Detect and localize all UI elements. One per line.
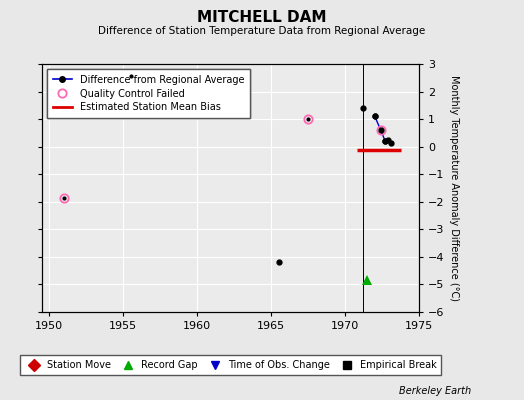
Legend: Difference from Regional Average, Quality Control Failed, Estimated Station Mean: Difference from Regional Average, Qualit… bbox=[47, 69, 250, 118]
Text: MITCHELL DAM: MITCHELL DAM bbox=[197, 10, 327, 25]
Legend: Station Move, Record Gap, Time of Obs. Change, Empirical Break: Station Move, Record Gap, Time of Obs. C… bbox=[20, 356, 441, 375]
Text: Berkeley Earth: Berkeley Earth bbox=[399, 386, 472, 396]
Text: Difference of Station Temperature Data from Regional Average: Difference of Station Temperature Data f… bbox=[99, 26, 425, 36]
Y-axis label: Monthly Temperature Anomaly Difference (°C): Monthly Temperature Anomaly Difference (… bbox=[449, 75, 459, 301]
